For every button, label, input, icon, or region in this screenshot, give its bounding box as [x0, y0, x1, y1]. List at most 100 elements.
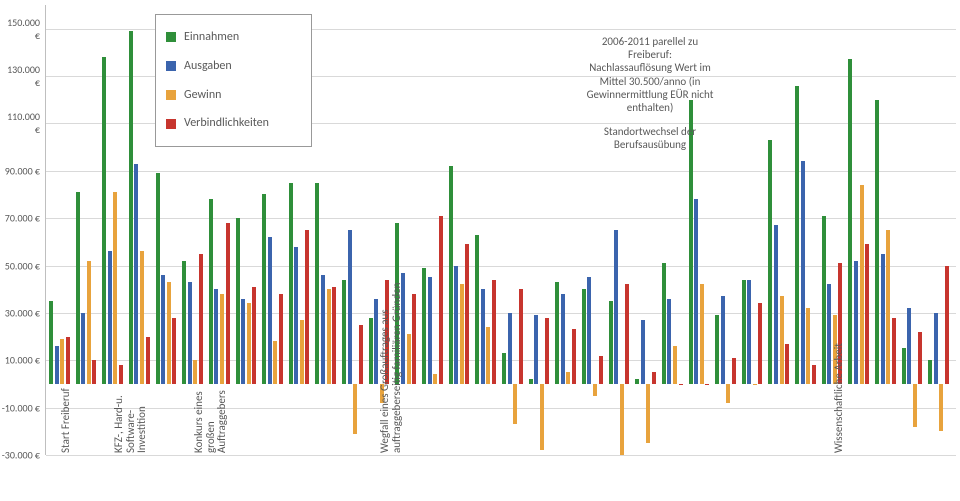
- bar-gewinn: [806, 308, 810, 384]
- bar-gewinn: [700, 284, 704, 383]
- bar-einnahmen: [848, 59, 852, 383]
- bar-gewinn: [566, 372, 570, 384]
- bar-einnahmen: [609, 301, 613, 384]
- bar-gewinn: [300, 320, 304, 384]
- bar-verbind: [758, 303, 762, 384]
- x-annotation: Wegfall eines Großauftrages ausauftragge…: [379, 283, 402, 453]
- bar-verbind: [599, 356, 603, 384]
- bar-verbind: [625, 284, 629, 383]
- bar-gewinn: [140, 251, 144, 384]
- y-tick-label: 150.000 €: [0, 16, 40, 42]
- bar-verbind: [92, 360, 96, 384]
- x-annotation: Konkurs einesgroßenAuftraggebers: [193, 390, 228, 453]
- bar-group: [76, 5, 97, 455]
- bar-group: [529, 5, 550, 455]
- bar-verbind: [359, 325, 363, 384]
- bar-einnahmen: [49, 301, 53, 384]
- bar-verbind: [412, 294, 416, 384]
- bar-verbind: [652, 372, 656, 384]
- bar-einnahmen: [875, 100, 879, 384]
- bar-ausgaben: [294, 247, 298, 384]
- bar-einnahmen: [315, 183, 319, 384]
- bar-gewinn: [460, 284, 464, 383]
- bar-einnahmen: [928, 360, 932, 384]
- bar-verbind: [732, 358, 736, 384]
- note-text: 2006-2011 parellel zuFreiberuf:Nachlassa…: [555, 35, 745, 114]
- bar-gewinn: [593, 384, 597, 396]
- bar-ausgaben: [428, 277, 432, 384]
- bar-verbind: [172, 318, 176, 384]
- bar-einnahmen: [262, 194, 266, 383]
- bar-gewinn: [60, 339, 64, 384]
- legend-label: Einnahmen: [184, 23, 239, 52]
- legend-item: Verbindlichkeiten: [166, 109, 301, 138]
- bar-group: [795, 5, 816, 455]
- bar-gewinn: [939, 384, 943, 431]
- bar-verbind: [519, 289, 523, 384]
- bar-verbind: [865, 244, 869, 384]
- bar-group: [768, 5, 789, 455]
- y-tick-label: 130.000 €: [0, 63, 40, 89]
- bar-ausgaben: [134, 164, 138, 384]
- bar-gewinn: [220, 294, 224, 384]
- bar-verbind: [812, 365, 816, 384]
- bar-ausgaben: [587, 277, 591, 384]
- bar-ausgaben: [241, 299, 245, 384]
- bar-verbind: [332, 287, 336, 384]
- bar-ausgaben: [854, 261, 858, 384]
- bar-ausgaben: [801, 161, 805, 384]
- bar-ausgaben: [534, 315, 538, 384]
- x-annotation: Start Freiberuf: [59, 388, 72, 453]
- bar-verbind: [892, 318, 896, 384]
- bar-einnahmen: [795, 86, 799, 384]
- bar-group: [315, 5, 336, 455]
- bar-ausgaben: [108, 251, 112, 384]
- bar-gewinn: [540, 384, 544, 450]
- bar-group: [342, 5, 363, 455]
- bar-einnahmen: [209, 199, 213, 384]
- chart-root: -30.000 €-10.000 €10.000 €30.000 €50.000…: [0, 0, 960, 501]
- bar-einnahmen: [369, 318, 373, 384]
- bar-group: [129, 5, 150, 455]
- bar-einnahmen: [662, 263, 666, 384]
- legend-item: Ausgaben: [166, 52, 301, 81]
- legend-item: Gewinn: [166, 81, 301, 110]
- bar-einnahmen: [76, 192, 80, 384]
- legend-swatch: [166, 32, 176, 42]
- bar-ausgaben: [214, 289, 218, 384]
- bar-gewinn: [327, 289, 331, 384]
- bar-gewinn: [353, 384, 357, 434]
- bar-einnahmen: [342, 280, 346, 384]
- legend-item: Einnahmen: [166, 23, 301, 52]
- bar-verbind: [226, 223, 230, 384]
- bar-gewinn: [486, 327, 490, 384]
- bar-verbind: [945, 266, 949, 384]
- bar-ausgaben: [161, 275, 165, 384]
- bar-gewinn: [407, 334, 411, 384]
- bar-gewinn: [87, 261, 91, 384]
- bar-verbind: [119, 365, 123, 384]
- bar-verbind: [545, 318, 549, 384]
- bar-einnahmen: [768, 140, 772, 384]
- bar-ausgaben: [481, 289, 485, 384]
- bar-einnahmen: [822, 216, 826, 384]
- bar-gewinn: [860, 185, 864, 384]
- y-tick-label: -10.000 €: [0, 401, 40, 414]
- bar-ausgaben: [827, 284, 831, 383]
- bar-ausgaben: [694, 199, 698, 384]
- bar-verbind: [146, 337, 150, 384]
- bar-gewinn: [193, 360, 197, 384]
- bar-verbind: [439, 216, 443, 384]
- bar-verbind: [66, 337, 70, 384]
- bar-einnahmen: [102, 57, 106, 384]
- bar-verbind: [279, 294, 283, 384]
- y-tick-label: 30.000 €: [0, 306, 40, 319]
- bar-einnahmen: [529, 379, 533, 384]
- bar-ausgaben: [934, 313, 938, 384]
- y-tick-label: 110.000 €: [0, 110, 40, 136]
- bar-ausgaben: [641, 320, 645, 384]
- bar-einnahmen: [742, 280, 746, 384]
- bar-ausgaben: [81, 313, 85, 384]
- bar-einnahmen: [555, 282, 559, 384]
- bar-einnahmen: [129, 31, 133, 384]
